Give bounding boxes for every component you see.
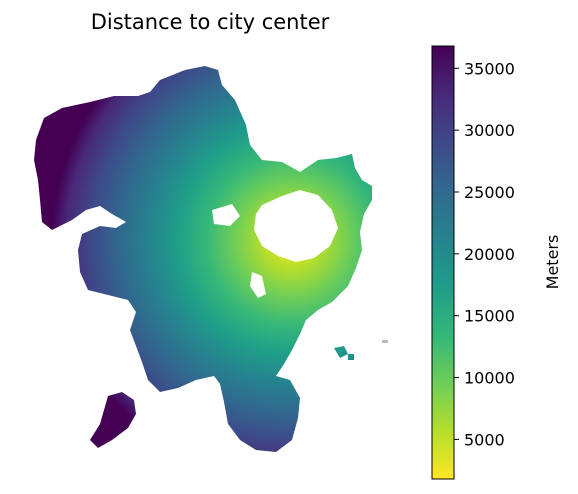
island [382,340,388,343]
colorbar [431,45,455,480]
colorbar-tick-label: 15000 [464,307,515,326]
lake-inlet [250,272,266,298]
colorbar-tick-label: 25000 [464,183,515,202]
colorbar-tick-label: 30000 [464,121,515,140]
lake-inlet [212,204,240,226]
colorbar-tick-label: 35000 [464,59,515,78]
map-title: Distance to city center [90,10,330,34]
colorbar-tick-label: 20000 [464,245,515,264]
colorbar-ticks: 5000 10000 15000 20000 25000 30000 35000 [454,59,515,449]
colorbar-tick-label: 10000 [464,369,515,388]
central-lake [254,190,338,262]
municipality-area [34,66,372,452]
colorbar-label: Meters [543,235,562,290]
colorbar-tick-label: 5000 [464,430,505,449]
island [348,354,354,360]
southwest-exclave [90,392,136,448]
island [334,346,348,358]
